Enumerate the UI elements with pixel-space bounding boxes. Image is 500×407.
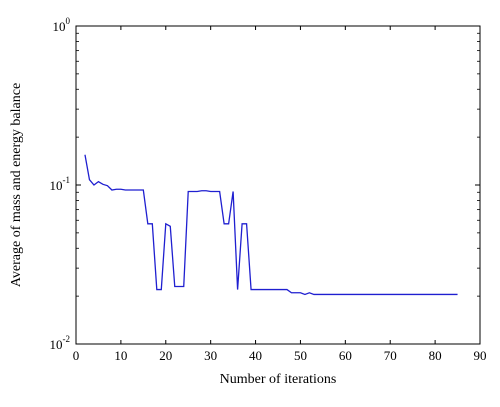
x-tick-label: 20 bbox=[159, 348, 172, 363]
y-tick-label: 10-2 bbox=[50, 334, 71, 352]
x-tick-label: 70 bbox=[384, 348, 397, 363]
y-tick-base: 10 bbox=[53, 19, 66, 34]
y-tick-exponent: -2 bbox=[63, 334, 71, 344]
x-tick-label: 60 bbox=[339, 348, 352, 363]
y-tick-base: 10 bbox=[50, 337, 63, 352]
y-tick-exponent: 0 bbox=[66, 16, 71, 26]
x-axis-label: Number of iterations bbox=[220, 372, 337, 387]
y-tick-label: 100 bbox=[53, 16, 71, 34]
x-tick-label: 50 bbox=[294, 348, 307, 363]
x-tick-label: 10 bbox=[114, 348, 127, 363]
x-tick-label: 90 bbox=[474, 348, 487, 363]
y-tick-exponent: -1 bbox=[63, 175, 71, 185]
plot-frame bbox=[75, 25, 481, 345]
x-tick-label: 0 bbox=[73, 348, 80, 363]
series-line bbox=[84, 154, 458, 296]
y-axis-label: Average of mass and energy balance bbox=[9, 83, 24, 287]
x-tick-label: 30 bbox=[204, 348, 217, 363]
y-tick-base: 10 bbox=[50, 178, 63, 193]
x-tick-label: 40 bbox=[249, 348, 262, 363]
x-tick-label: 80 bbox=[429, 348, 442, 363]
y-tick-label: 10-1 bbox=[50, 175, 71, 193]
